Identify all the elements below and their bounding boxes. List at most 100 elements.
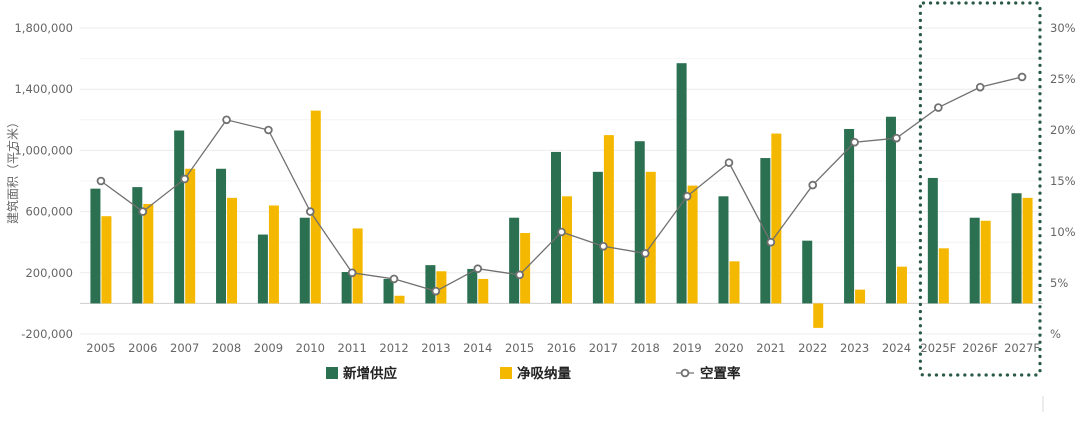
y-tick-label: 1,400,000 bbox=[14, 82, 73, 96]
x-tick-label: 2016 bbox=[547, 341, 576, 355]
bar-absorption bbox=[771, 133, 782, 304]
bar-supply bbox=[341, 272, 352, 304]
y-tick-label: 200,000 bbox=[25, 266, 73, 280]
bar-supply bbox=[592, 171, 603, 304]
bar-absorption bbox=[352, 228, 363, 304]
legend-marker bbox=[680, 368, 690, 378]
vacancy-point bbox=[264, 125, 273, 135]
bar-supply bbox=[885, 116, 896, 304]
x-tick-label: 2005 bbox=[86, 341, 115, 355]
x-tick-label: 2017 bbox=[589, 341, 618, 355]
legend-swatch bbox=[500, 367, 512, 379]
vacancy-line-path bbox=[100, 76, 1023, 292]
bar-supply bbox=[425, 265, 436, 304]
x-tick-label: 2015 bbox=[505, 341, 534, 355]
vacancy-point bbox=[431, 286, 441, 296]
x-tick-label: 2027F bbox=[1004, 341, 1040, 355]
bar-supply bbox=[467, 268, 478, 304]
y2-tick-label: 20% bbox=[1050, 123, 1076, 137]
x-tick-label: 2018 bbox=[631, 341, 660, 355]
bar-supply bbox=[676, 63, 687, 304]
bar-supply bbox=[634, 141, 645, 304]
bar-supply bbox=[969, 217, 980, 304]
bar-absorption bbox=[478, 278, 489, 304]
vacancy-point bbox=[892, 133, 901, 143]
x-tick-label: 2020 bbox=[714, 341, 743, 355]
bar-absorption bbox=[687, 185, 698, 304]
vacancy-point bbox=[682, 192, 692, 201]
y-tick-label: 1,800,000 bbox=[14, 21, 73, 35]
y-tick-label: 600,000 bbox=[25, 205, 73, 219]
bar-absorption bbox=[603, 135, 614, 304]
bar-supply bbox=[132, 187, 143, 304]
bar-absorption bbox=[143, 203, 154, 304]
bar-supply bbox=[216, 168, 227, 304]
vacancy-point bbox=[347, 268, 357, 278]
x-tick-label: 2026F bbox=[962, 341, 998, 355]
right-axis: % 5% 10% 15% 20% 25% 30% bbox=[1050, 21, 1076, 341]
x-tick-label: 2014 bbox=[463, 341, 492, 355]
vacancy-point bbox=[222, 115, 231, 125]
vacancy-point bbox=[557, 227, 566, 237]
left-axis: -200,000 200,000 600,000 1,000,000 1,400,000… bbox=[14, 21, 73, 341]
x-tick-label: 2009 bbox=[254, 341, 283, 355]
y-tick-label: -200,000 bbox=[21, 327, 73, 341]
legend-label: 新增供应 bbox=[343, 365, 397, 382]
y2-tick-label: 5% bbox=[1050, 276, 1068, 290]
bar-supply bbox=[718, 196, 729, 304]
x-tick-label: 2023 bbox=[840, 341, 869, 355]
bar-supply bbox=[257, 234, 268, 304]
x-tick-label: 2008 bbox=[212, 341, 241, 355]
bar-absorption bbox=[436, 271, 447, 304]
bar-absorption bbox=[645, 171, 656, 304]
bar-absorption bbox=[855, 289, 866, 304]
bar-supply bbox=[802, 240, 813, 304]
vacancy-point bbox=[1017, 72, 1027, 82]
vacancy-point bbox=[138, 207, 148, 216]
vacancy-point bbox=[724, 158, 734, 167]
x-tick-label: 2012 bbox=[379, 341, 408, 355]
bar-absorption bbox=[938, 248, 949, 304]
bars bbox=[90, 63, 1033, 328]
vacancy-point bbox=[975, 82, 985, 92]
bar-supply bbox=[509, 217, 520, 304]
bar-absorption bbox=[896, 266, 907, 304]
vacancy-point bbox=[808, 180, 818, 190]
vacancy-point bbox=[850, 137, 859, 147]
forecast-highlight-box bbox=[918, 1, 1042, 377]
vacancy-point bbox=[96, 176, 106, 186]
bar-supply bbox=[551, 151, 561, 304]
vacancy-point bbox=[180, 174, 189, 184]
x-tick-label: 2025F bbox=[920, 341, 956, 355]
legend: 新增供应 净吸纳量 空置率 bbox=[326, 365, 741, 382]
y-tick-label: 1,000,000 bbox=[14, 143, 73, 157]
legend-label: 净吸纳量 bbox=[517, 365, 571, 382]
bar-supply bbox=[90, 188, 101, 304]
x-axis: 2005 2006 2007 2008 2009 2010 2011 2012 2013 2014… bbox=[86, 341, 1040, 355]
bar-absorption bbox=[227, 197, 238, 304]
y2-tick-label: 15% bbox=[1050, 174, 1076, 188]
vacancy-point bbox=[934, 103, 943, 112]
bar-absorption bbox=[310, 110, 321, 304]
gridlines bbox=[80, 27, 1043, 335]
bar-absorption bbox=[394, 295, 405, 304]
x-tick-label: 2022 bbox=[798, 341, 827, 355]
vacancy-line bbox=[96, 72, 1027, 296]
bar-supply bbox=[174, 130, 185, 304]
bar-absorption bbox=[729, 261, 740, 304]
bar-absorption bbox=[185, 168, 196, 304]
x-tick-label: 2021 bbox=[756, 341, 785, 355]
bar-absorption bbox=[268, 205, 279, 304]
bar-absorption bbox=[980, 220, 991, 304]
bar-absorption bbox=[562, 196, 572, 304]
bar-supply bbox=[844, 128, 855, 304]
y2-tick-label: 25% bbox=[1050, 72, 1076, 86]
bar-absorption bbox=[1022, 197, 1033, 304]
bar-supply bbox=[299, 217, 310, 304]
x-tick-label: 2007 bbox=[170, 341, 199, 355]
y2-tick-label: 10% bbox=[1050, 225, 1076, 239]
bar-absorption bbox=[101, 216, 112, 304]
x-tick-label: 2013 bbox=[421, 341, 450, 355]
